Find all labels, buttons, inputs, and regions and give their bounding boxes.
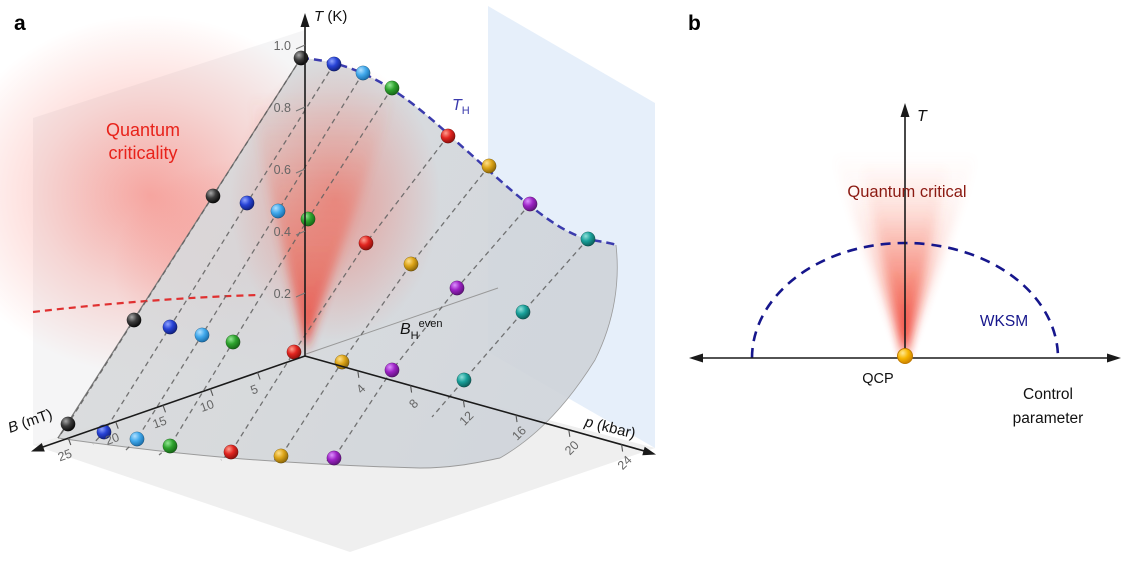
data-sphere-blue (239, 195, 255, 211)
data-sphere-gold (273, 448, 289, 464)
t-axis-tick (295, 230, 306, 236)
data-sphere-teal (456, 372, 472, 388)
data-sphere-purple (326, 450, 342, 466)
t-axis-b-arrow-icon (900, 103, 910, 117)
surface-bottom-edge (57, 437, 501, 469)
data-sphere-black (126, 312, 142, 328)
t-axis-tick (295, 44, 306, 50)
t-axis-label: T (K) (314, 8, 347, 25)
p-axis-tick (621, 444, 624, 452)
p-axis (304, 355, 649, 453)
b-axis-tick (67, 437, 72, 446)
t-axis-tick (295, 168, 306, 174)
quantum-critical-label: Quantum critical (847, 183, 966, 201)
t-axis-unit: (K) (323, 8, 347, 25)
data-sphere-black (205, 188, 221, 204)
data-sphere-gold (403, 256, 419, 272)
data-sphere-green (384, 80, 400, 96)
qcp-dot (897, 348, 913, 364)
p-axis-tick (357, 370, 360, 378)
data-sphere-cyan (129, 431, 145, 447)
data-sphere-blue (326, 56, 342, 72)
quantum-criticality-label-line1: Quantum (106, 120, 180, 140)
b-axis-tick (257, 372, 261, 380)
data-sphere-green (162, 438, 178, 454)
t-axis-tick (295, 292, 306, 298)
b-axis-tick-label: 5 (249, 382, 260, 398)
data-sphere-black (60, 416, 76, 432)
data-sphere-blue (96, 424, 112, 440)
t-axis-tick-label: 0.8 (274, 101, 291, 115)
control-parameter-label-line1: Control (1023, 386, 1073, 403)
t-axis-arrow-icon (300, 13, 310, 27)
iso-pressure-line-teal (431, 238, 589, 418)
data-sphere-black (293, 50, 309, 66)
data-sphere-red (358, 235, 374, 251)
b-axis-tick (162, 405, 167, 413)
data-sphere-red (223, 444, 239, 460)
surface-red-glow (230, 60, 440, 340)
wksm-label: WKSM (980, 313, 1028, 330)
panel-b-label: b (688, 12, 701, 35)
surface-right-edge (499, 244, 618, 459)
data-sphere-teal (515, 304, 531, 320)
p-axis-tick (462, 400, 465, 408)
data-sphere-blue (162, 319, 178, 335)
data-sphere-purple (522, 196, 538, 212)
b-axis-tick-label: 15 (151, 414, 169, 432)
data-sphere-gold (481, 158, 497, 174)
data-spheres (60, 50, 596, 466)
b-axis (39, 355, 306, 449)
b-axis-tick (115, 421, 119, 429)
p-axis-tick (568, 429, 571, 437)
t-axis-tick-label: 0.6 (274, 163, 291, 177)
data-sphere-purple (384, 362, 400, 378)
data-sphere-cyan (270, 203, 286, 219)
bh-subscript: H (411, 330, 419, 342)
data-sphere-purple (449, 280, 465, 296)
b-axis-tick-label: 25 (56, 446, 74, 464)
b-axis-tick-label: 10 (198, 397, 216, 415)
bh-even-label: BHeven (400, 318, 442, 342)
qcp-label: QCP (862, 371, 893, 387)
t-axis-b-label: T (917, 108, 928, 125)
axis-arrow-right-icon (1107, 353, 1121, 363)
bh-superscript: even (419, 318, 443, 330)
p-axis-tick (410, 385, 413, 393)
th-subscript: H (462, 105, 470, 117)
b-axis-tick (209, 388, 214, 396)
panel-a-label: a (14, 12, 26, 35)
data-sphere-cyan (355, 65, 371, 81)
red-dashed-crossover-line (32, 293, 259, 314)
p-axis-arrow-icon (642, 446, 656, 456)
t-axis-tick-label: 1.0 (274, 39, 291, 53)
t-axis-tick-label: 0.4 (274, 225, 291, 239)
t-axis-symbol: T (314, 8, 325, 25)
panel-b-schematic: T Quantum critical WKSM QCP Control para… (688, 12, 1121, 427)
th-symbol: T (452, 97, 463, 114)
t-axis-tick-label: 0.2 (274, 287, 291, 301)
data-sphere-green (225, 334, 241, 350)
p-axis-tick (515, 415, 518, 423)
data-sphere-teal (580, 231, 596, 247)
quantum-criticality-label-line2: criticality (108, 143, 177, 163)
b-axis-tick-label: 20 (103, 430, 121, 448)
b-axis-arrow-icon (31, 443, 45, 452)
p-axis-symbol: p (582, 413, 595, 432)
data-sphere-red (286, 344, 302, 360)
data-sphere-cyan (194, 327, 210, 343)
data-sphere-green (300, 211, 316, 227)
base-reference-line (305, 287, 499, 355)
bh-symbol: B (400, 321, 411, 338)
th-label: TH (452, 97, 470, 117)
t-axis-tick (295, 106, 306, 112)
control-parameter-label-line2: parameter (1013, 410, 1084, 427)
axis-arrow-left-icon (689, 353, 703, 363)
data-sphere-red (440, 128, 456, 144)
